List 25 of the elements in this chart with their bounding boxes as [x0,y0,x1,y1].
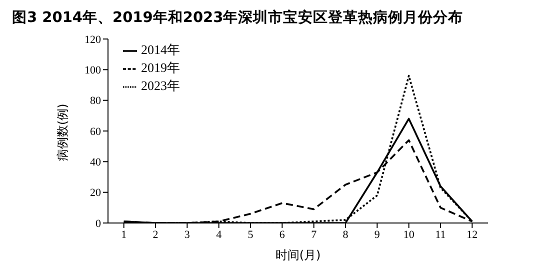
x-tick-label: 2 [152,228,158,241]
chart-title: 图3 2014年、2019年和2023年深圳市宝安区登革热病例月份分布 [12,8,464,27]
x-tick-label: 4 [216,228,222,241]
y-tick-label: 120 [84,34,102,46]
x-tick-label: 10 [403,228,415,241]
y-tick-label: 0 [96,218,102,230]
x-tick-label: 12 [466,228,478,241]
y-tick-label: 60 [90,126,102,138]
y-axis-title: 病例数(例) [55,104,70,161]
x-tick-label: 11 [435,228,446,241]
x-tick-label: 7 [311,228,318,241]
legend-label: 2019年 [141,60,180,75]
y-tick-label: 80 [90,95,102,108]
x-tick-label: 8 [342,228,349,241]
y-tick-label: 100 [84,64,102,77]
x-tick-label: 9 [374,228,380,241]
x-tick-label: 5 [248,228,254,241]
x-tick-label: 6 [279,228,286,241]
y-tick-label: 20 [90,187,102,200]
legend-label: 2014年 [141,42,180,57]
x-tick-label: 3 [184,228,190,241]
legend-label: 2023年 [141,78,180,93]
y-tick-label: 40 [90,156,102,169]
x-tick-label: 1 [121,228,127,241]
x-axis-title: 时间(月) [275,248,321,262]
